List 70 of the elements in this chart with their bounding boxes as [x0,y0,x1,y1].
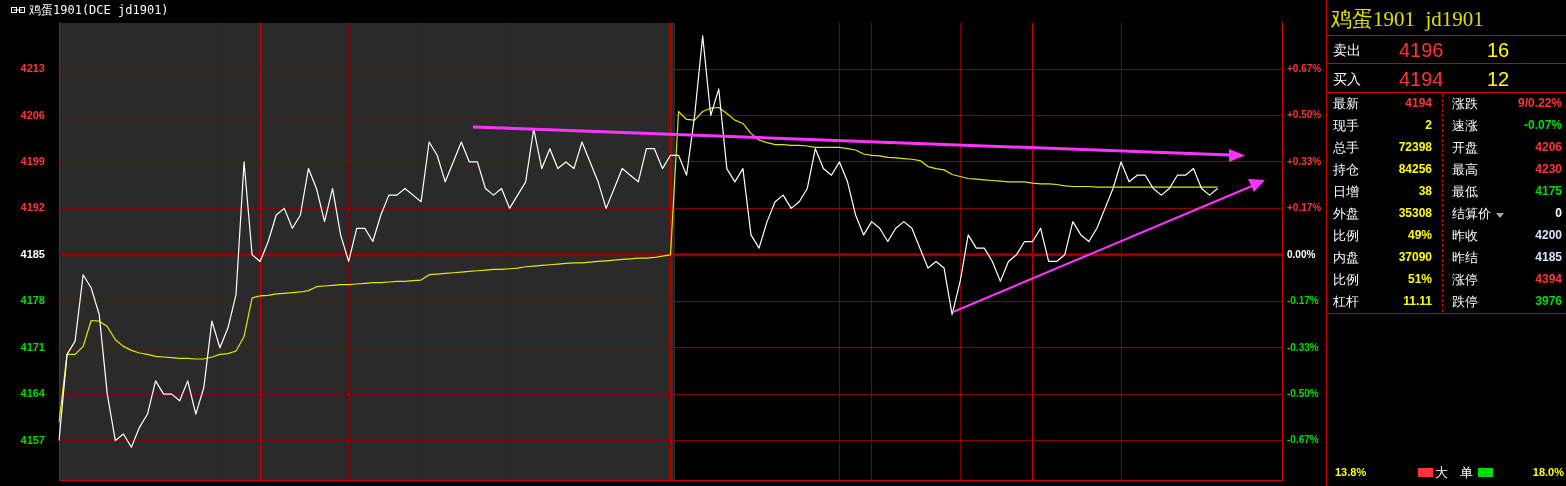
text: 持仓 [1333,160,1359,178]
y-tick-label: 4171 [20,340,45,353]
text: 4200 [1535,227,1562,243]
y2-tick-label: +0.17% [1287,202,1322,214]
text: 单 [1460,463,1473,481]
text: 结算价 [1452,204,1491,222]
text: 杠杆 [1333,292,1359,310]
text: 最高 [1452,160,1478,178]
text: 4194 [1399,67,1444,91]
text: 涨停 [1452,270,1478,288]
y2-tick-label: +0.50% [1287,109,1322,121]
text: 38 [1418,183,1432,199]
text: 4196 [1399,38,1444,62]
text: 13.8% [1335,464,1367,480]
text: 18.0% [1532,464,1564,480]
y-tick-label: 4199 [20,154,45,167]
y-tick-label: 4178 [20,294,45,307]
y2-tick-label: -0.17% [1287,294,1319,306]
text: 72398 [1398,139,1432,155]
y-tick-label: 4206 [20,108,45,121]
text: 84256 [1398,161,1432,177]
text: 12 [1487,67,1510,91]
text: 4230 [1535,161,1562,177]
text: 跌停 [1452,292,1478,310]
text: 比例 [1333,270,1359,288]
text: 4175 [1535,183,1562,199]
text: 日增 [1333,182,1359,200]
y-tick-label: 4157 [20,433,45,446]
text: 37090 [1398,249,1432,265]
text: 4194 [1405,95,1432,111]
text: 比例 [1333,226,1359,244]
text: 35308 [1398,205,1432,221]
text: 内盘 [1333,248,1359,266]
y2-tick-label: -0.67% [1287,434,1319,446]
y-tick-label: 4192 [20,201,45,214]
text: 外盘 [1333,204,1359,222]
text: 最新 [1333,94,1359,112]
text: 昨结 [1452,248,1478,266]
text: 鸡蛋1901 jd1901 [1331,6,1484,33]
text: 卖出 [1333,41,1361,59]
text: 3976 [1535,293,1562,309]
chart-title: 鸡蛋1901(DCE jd1901) [29,1,169,19]
text: 9/0.22% [1517,95,1562,111]
y2-tick-label: +0.67% [1287,62,1322,74]
text: 买入 [1333,70,1361,88]
text: 昨收 [1452,226,1478,244]
text: 4394 [1535,271,1562,287]
text: 51% [1407,271,1432,287]
text: -0.07% [1523,117,1562,133]
text: 2 [1425,117,1432,133]
text: 总手 [1333,138,1359,156]
text: 16 [1487,38,1510,62]
text: 开盘 [1452,138,1478,156]
y-tick-label: 4164 [20,387,46,400]
text: 4206 [1535,139,1562,155]
text: 现手 [1333,116,1359,134]
y2-tick-label: -0.50% [1287,388,1319,400]
text: 涨跌 [1452,94,1478,112]
text: 最低 [1452,182,1478,200]
y-tick-label: 4213 [20,62,45,75]
y2-tick-label: -0.33% [1287,341,1319,353]
y-tick-label: 4185 [20,247,45,260]
text: 速涨 [1452,116,1478,134]
y2-tick-label: 0.00% [1287,248,1316,260]
text: 大 [1435,463,1448,481]
text: 0 [1555,205,1562,221]
y2-tick-label: +0.33% [1287,155,1322,167]
text: 4185 [1535,249,1562,265]
text: 49% [1407,227,1432,243]
text: 11.11 [1403,293,1432,309]
